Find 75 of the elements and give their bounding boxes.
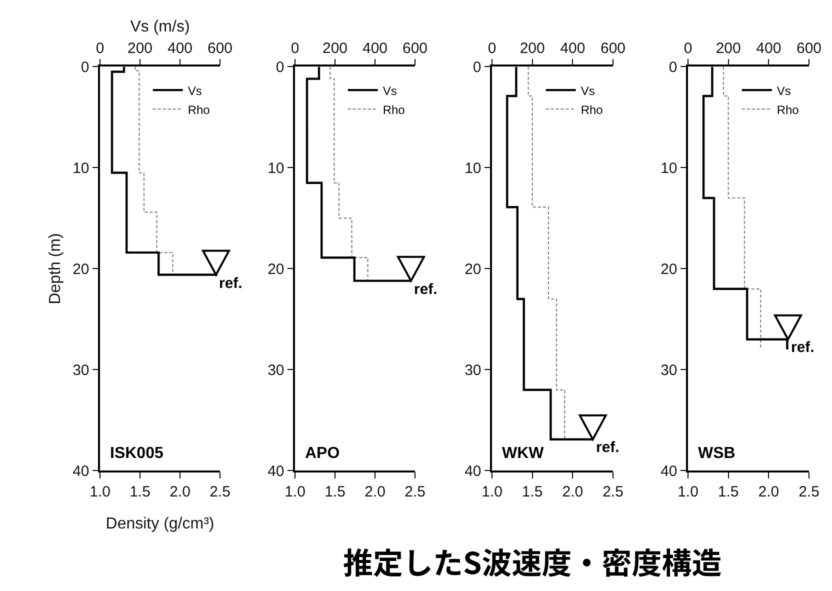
x-tick-label: 2.5 [210, 483, 230, 500]
x-tick-label: 1.5 [130, 483, 150, 500]
x2-tick-label: 200 [127, 40, 153, 57]
y-tick-label: 30 [72, 362, 90, 379]
y-tick-label: 0 [668, 58, 678, 76]
x2-tick-label: 600 [402, 40, 428, 57]
text: WSB [698, 445, 736, 462]
x-axis-title: Density (g/cm³) [106, 516, 214, 533]
legend-label: Vs [776, 84, 791, 98]
legend-label: Vs [580, 84, 595, 98]
y-tick-label: 40 [660, 462, 678, 480]
y-tick-label: 20 [660, 260, 678, 278]
legend-label: Rho [382, 102, 406, 117]
x-tick-label: 1.0 [482, 483, 502, 500]
y-tick-label: 30 [268, 362, 284, 379]
x2-tick-label: 0 [96, 40, 104, 57]
x2-tick-label: 200 [520, 40, 545, 57]
line-series [528, 66, 566, 440]
y-tick-label: 10 [464, 160, 482, 177]
y-tick-label: 30 [464, 362, 482, 379]
line-series [722, 66, 762, 350]
x2-tick-label: 200 [322, 40, 348, 57]
x-tick-label: 2.0 [364, 483, 386, 500]
x-tick-label: 1.5 [324, 483, 346, 500]
x2-tick-label: 400 [362, 40, 388, 57]
y-tick-label: 0 [80, 58, 90, 76]
x-tick-label: 1.0 [284, 483, 306, 500]
x2-tick-label: 0 [290, 40, 300, 57]
legend-label: Rho [776, 102, 800, 117]
annotation: ref. [414, 281, 438, 298]
x2-tick-label: 0 [684, 40, 692, 57]
x2-tick-label: 0 [488, 40, 496, 57]
annotation: ref. [219, 275, 242, 292]
x-tick-label: 1.5 [522, 483, 543, 500]
x2-tick-label: 400 [560, 40, 586, 57]
y-tick-label: 0 [472, 58, 482, 76]
y-tick-label: 20 [72, 260, 90, 278]
y-tick-label: 40 [464, 462, 482, 480]
text: 推定したS波速度・密度構造 [343, 539, 722, 583]
y-axis-title: Depth (m) [46, 233, 64, 304]
text: WKW [502, 445, 545, 462]
x2-tick-label: 200 [716, 40, 741, 57]
x-tick-label: 1.0 [678, 483, 698, 500]
x2-tick-label: 600 [600, 40, 626, 57]
x-tick-label: 1.0 [90, 483, 110, 500]
x-tick-label: 2.5 [404, 483, 426, 500]
legend-label: Vs [382, 84, 397, 98]
text: APO [305, 445, 340, 462]
line-series [330, 66, 368, 282]
legend-label: Rho [188, 102, 210, 117]
x2-tick-label: 400 [756, 40, 782, 57]
x-tick-label: 1.5 [718, 483, 739, 500]
annotation: ref. [791, 339, 814, 356]
y-tick-label: 0 [276, 58, 284, 76]
y-tick-label: 10 [660, 160, 678, 177]
y-tick-label: 10 [72, 160, 90, 177]
y-tick-label: 10 [268, 160, 284, 177]
y-tick-label: 20 [268, 260, 284, 278]
x-tick-label: 2.0 [170, 483, 190, 500]
annotation: ref. [596, 439, 620, 456]
x2-tick-label: 600 [796, 40, 822, 57]
x-tick-label: 2.5 [798, 483, 820, 500]
legend-label: Rho [580, 102, 604, 117]
x-tick-label: 2.5 [602, 483, 624, 500]
text: ISK005 [110, 445, 164, 462]
x-tick-label: 2.0 [758, 483, 780, 500]
x-tick-label: 2.0 [562, 483, 584, 500]
y-tick-label: 40 [72, 462, 90, 480]
legend-label: Vs [188, 84, 202, 98]
y-tick-label: 30 [660, 362, 678, 379]
y-tick-label: 40 [268, 462, 284, 480]
y-tick-label: 20 [464, 260, 482, 278]
x2-tick-label: 600 [207, 40, 233, 57]
x2-axis-title: Vs (m/s) [130, 18, 190, 36]
x2-tick-label: 400 [167, 40, 193, 57]
